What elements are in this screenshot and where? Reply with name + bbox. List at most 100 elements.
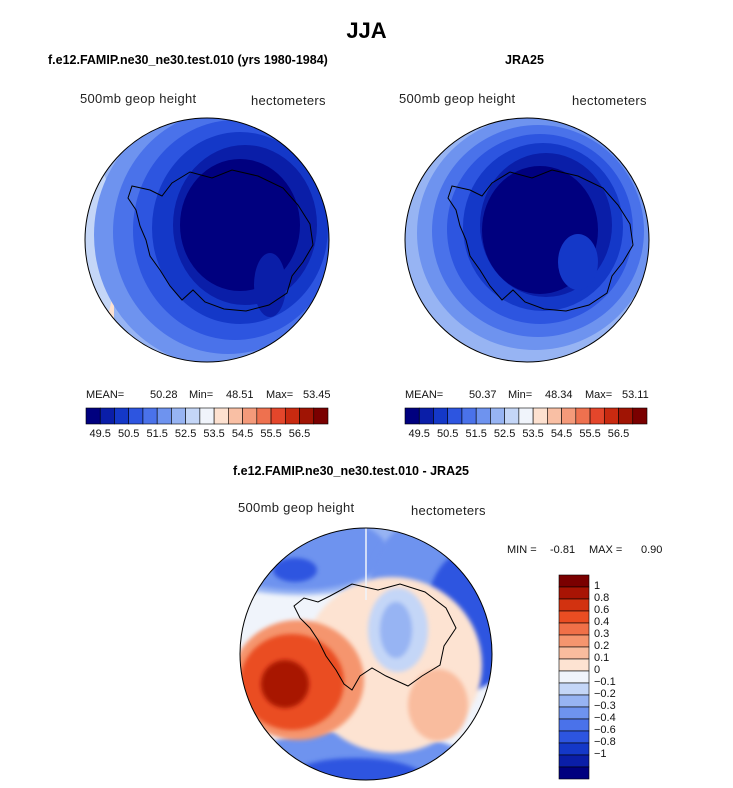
diff-colorbar-box <box>558 706 590 720</box>
diff-colorbar-tick-label: −1 <box>594 748 607 760</box>
right-colorbar-box <box>504 407 520 425</box>
left-mean-value: 50.28 <box>150 389 178 401</box>
diff-field-top-neg-core <box>273 558 317 582</box>
diff-field-bottom-neg-core <box>286 758 426 780</box>
diff-map-border <box>239 527 493 781</box>
left-colorbar-box <box>199 407 215 425</box>
diff-colorbar-box <box>558 658 590 672</box>
left-colorbar-tick-label: 54.5 <box>231 428 254 440</box>
diff-colorbar-box <box>558 646 590 660</box>
diff-field-west-pos-core <box>261 660 309 708</box>
diff-colorbar-tick-label: 0.3 <box>594 628 610 640</box>
diff-polar-map <box>239 527 493 781</box>
diff-colorbar-tick-label: −0.2 <box>594 688 616 700</box>
left-colorbar-tick-label: 55.5 <box>260 428 282 440</box>
left-panel-subtitle: f.e12.FAMIP.ne30_ne30.test.010 (yrs 1980… <box>48 53 328 67</box>
diff-variable-label: 500mb geop height <box>238 500 355 515</box>
right-colorbar-tick-label: 51.5 <box>465 428 487 440</box>
left-units-label: hectometers <box>251 93 326 108</box>
diff-colorbar-tick-label: −0.4 <box>594 712 616 724</box>
left-colorbar-tick-label: 49.5 <box>89 428 111 440</box>
left-colorbar-box <box>185 407 201 425</box>
diff-colorbar-tick-label: 0.4 <box>594 616 610 628</box>
left-colorbar-box <box>171 407 186 425</box>
right-colorbar-box <box>447 407 463 425</box>
right-colorbar <box>404 407 648 425</box>
right-field-inner-patch <box>558 234 598 290</box>
left-max-value: 53.45 <box>303 389 331 401</box>
diff-colorbar-box <box>558 622 590 636</box>
left-colorbar-box <box>128 407 144 425</box>
diff-colorbar-box <box>558 682 590 696</box>
right-colorbar-box <box>433 407 449 425</box>
diff-colorbar-box <box>558 766 590 780</box>
left-colorbar-box <box>213 407 229 425</box>
right-colorbar-box <box>589 407 605 425</box>
left-max-label: Max= <box>266 389 294 401</box>
diff-colorbar-tick-label: 1 <box>594 580 601 592</box>
right-colorbar-tick-label: 53.5 <box>522 428 544 440</box>
diff-colorbar-box <box>558 574 590 588</box>
left-colorbar-box <box>242 407 258 425</box>
right-colorbar-box <box>461 407 477 425</box>
right-panel-subtitle: JRA25 <box>505 53 544 67</box>
left-field-inner-patch <box>254 253 286 317</box>
diff-max-value: 0.90 <box>641 544 663 556</box>
right-mean-label: MEAN= <box>405 389 444 401</box>
right-map-border <box>404 117 650 363</box>
right-min-value: 48.34 <box>545 389 573 401</box>
right-antarctica-outline <box>447 169 634 312</box>
right-colorbar-box <box>575 407 591 425</box>
diff-colorbar-tick-label: −0.3 <box>594 700 616 712</box>
right-mean-value: 50.37 <box>469 389 497 401</box>
diff-colorbar-box <box>558 598 590 612</box>
diff-colorbar-tick-label: −0.8 <box>594 736 616 748</box>
diff-colorbar-box <box>558 730 590 744</box>
left-colorbar-box <box>114 407 130 425</box>
left-colorbar <box>85 407 329 425</box>
right-colorbar-box <box>518 407 534 425</box>
diff-field-center-neg-core <box>380 602 412 658</box>
diff-colorbar-tick-label: −0.1 <box>594 676 616 688</box>
left-colorbar-tick-label: 56.5 <box>288 428 311 440</box>
left-colorbar-box <box>313 407 329 425</box>
left-colorbar-box <box>142 407 158 425</box>
diff-colorbar-tick-label: 0.6 <box>594 604 610 616</box>
right-colorbar-tick-label: 55.5 <box>579 428 601 440</box>
diff-colorbar-tick-label: 0.1 <box>594 652 610 664</box>
left-min-label: Min= <box>189 389 214 401</box>
right-colorbar-box <box>532 407 548 425</box>
right-colorbar-box <box>547 407 562 425</box>
diff-colorbar-box <box>558 634 590 648</box>
right-colorbar-box <box>618 407 634 425</box>
right-colorbar-box <box>418 407 434 425</box>
left-colorbar-box <box>156 407 172 425</box>
right-colorbar-box <box>490 407 505 425</box>
left-colorbar-tick-label: 51.5 <box>146 428 168 440</box>
diff-colorbar-tick-label: 0.8 <box>594 592 610 604</box>
diff-colorbar-box <box>558 742 590 756</box>
left-colorbar-box <box>299 407 315 425</box>
diff-panel-subtitle: f.e12.FAMIP.ne30_ne30.test.010 - JRA25 <box>233 464 470 478</box>
left-antarctica-outline <box>127 169 314 312</box>
diff-antarctica-outline <box>293 583 457 691</box>
left-colorbar-box <box>284 407 300 425</box>
diff-colorbar-box <box>558 610 590 624</box>
diff-colorbar-tick-label: 0.2 <box>594 640 610 652</box>
left-colorbar-tick-label: 50.5 <box>117 428 140 440</box>
left-variable-label: 500mb geop height <box>80 91 197 106</box>
diff-colorbar-box <box>558 754 590 768</box>
right-colorbar-tick-label: 50.5 <box>436 428 459 440</box>
right-max-label: Max= <box>585 389 613 401</box>
diff-units-label: hectometers <box>411 503 486 518</box>
diff-colorbar-tick-label: −0.6 <box>594 724 616 736</box>
right-colorbar-tick-label: 52.5 <box>493 428 516 440</box>
diff-colorbar-box <box>558 718 590 732</box>
right-units-label: hectometers <box>572 93 647 108</box>
right-colorbar-box <box>404 407 420 425</box>
diff-colorbar-tick-label: 0 <box>594 664 601 676</box>
left-colorbar-box <box>85 407 101 425</box>
diff-field-east-pos <box>408 669 468 741</box>
left-colorbar-tick-label: 53.5 <box>203 428 225 440</box>
